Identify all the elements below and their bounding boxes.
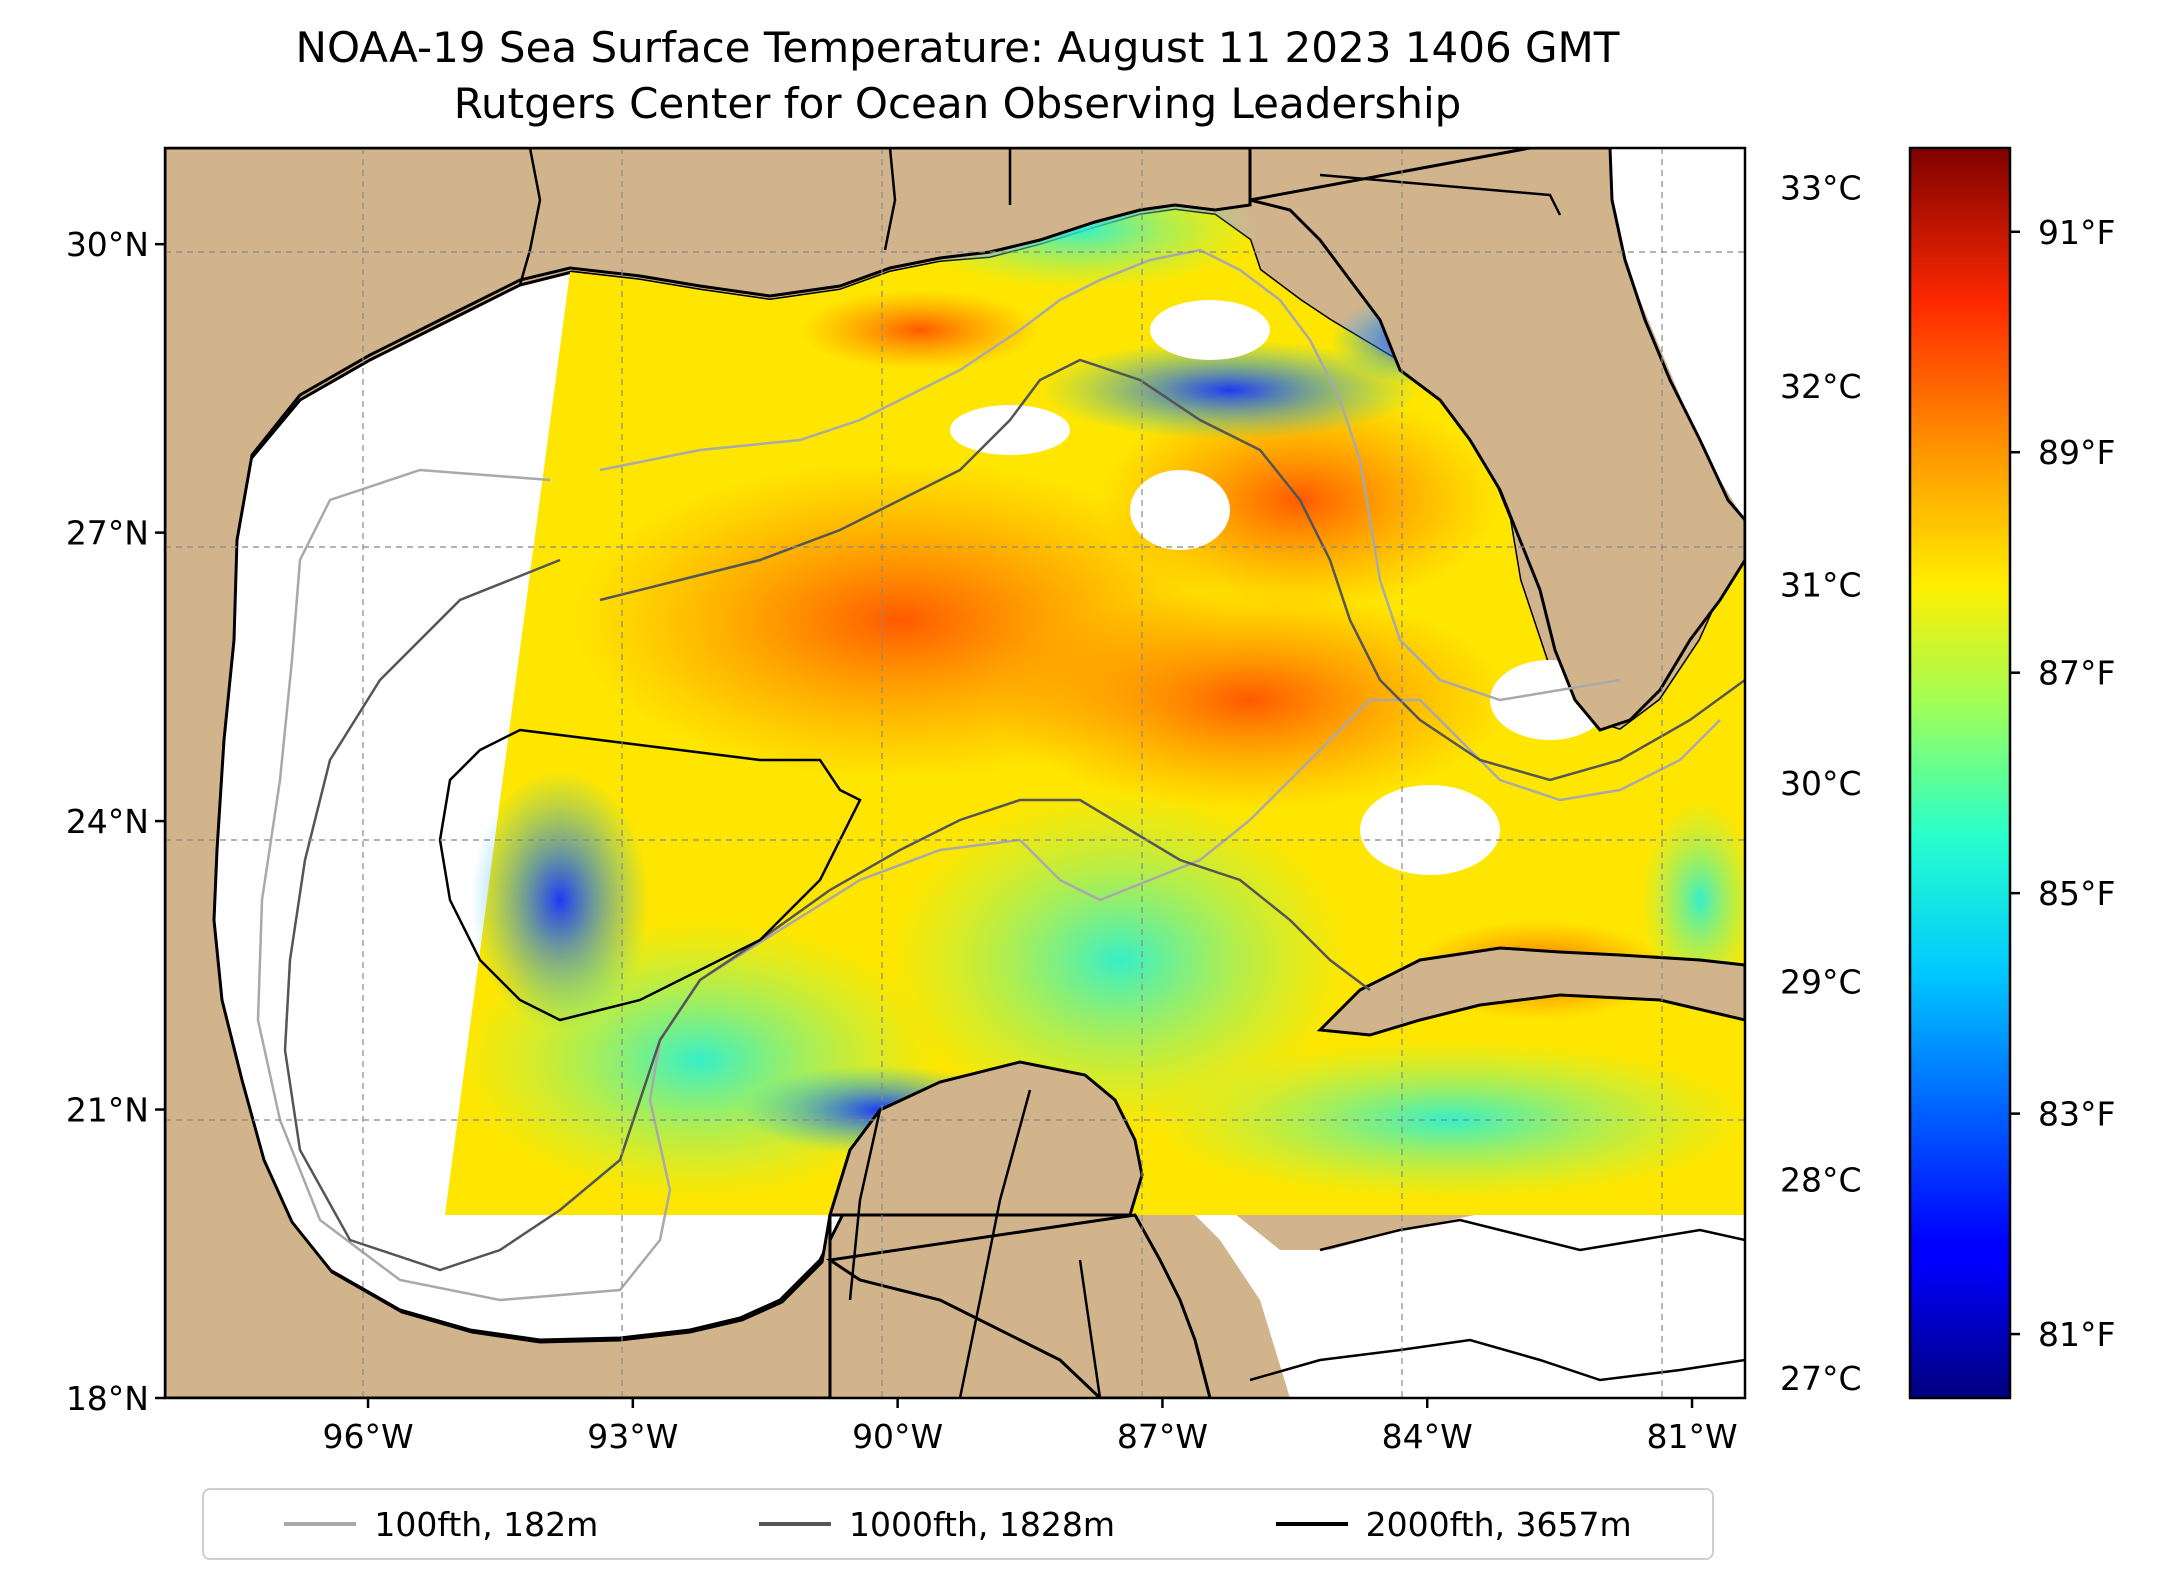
caribbean-water — [1140, 1180, 1745, 1398]
celsius-tick-label: 28°C — [1780, 1161, 1862, 1200]
fahrenheit-tick-label: 91°F — [2038, 213, 2115, 252]
lat-tick-label: 27°N — [66, 514, 149, 553]
cuba-land — [1316, 946, 1745, 1037]
central-america-land — [825, 1213, 1212, 1398]
celsius-tick-label: 33°C — [1780, 169, 1862, 208]
fahrenheit-tick-label: 87°F — [2038, 654, 2115, 693]
lat-tick-label: 24°N — [66, 802, 149, 841]
map-subtitle: Rutgers Center for Ocean Observing Leade… — [453, 79, 1462, 128]
fahrenheit-tick-label: 89°F — [2038, 433, 2115, 472]
lon-tick-label: 90°W — [852, 1417, 943, 1456]
yucatan-land — [827, 1060, 1144, 1217]
lat-tick-label: 30°N — [66, 225, 149, 264]
legend-item-2000fth: 2000fth, 3657m — [1275, 1504, 1632, 1544]
isobath-100fth — [256, 248, 1721, 1302]
longitude-labels: 96°W 93°W 90°W 87°W 84°W 81°W — [322, 1398, 1738, 1456]
isobath-2000fth — [438, 728, 1745, 1382]
atlantic-water — [1610, 148, 1745, 520]
map-title: NOAA-19 Sea Surface Temperature: August … — [295, 23, 1620, 72]
fahrenheit-tick-label: 85°F — [2038, 874, 2115, 913]
lon-tick-label: 93°W — [587, 1417, 678, 1456]
legend-label-100fth: 100fth, 182m — [374, 1504, 599, 1544]
isobath-1000fth — [283, 358, 1745, 1272]
legend-label-1000fth: 1000fth, 1828m — [849, 1504, 1115, 1544]
celsius-tick-label: 30°C — [1780, 764, 1862, 803]
isobath-legend: 100fth, 182m 1000fth, 1828m 2000fth, 365… — [202, 1488, 1714, 1560]
legend-label-2000fth: 2000fth, 3657m — [1365, 1504, 1632, 1544]
legend-swatch-2000fth — [1275, 1522, 1348, 1526]
lon-tick-label: 96°W — [322, 1417, 413, 1456]
legend-item-100fth: 100fth, 182m — [284, 1505, 598, 1544]
celsius-tick-label: 32°C — [1780, 367, 1862, 406]
celsius-tick-label: 31°C — [1780, 566, 1862, 605]
legend-item-1000fth: 1000fth, 1828m — [759, 1505, 1115, 1544]
colorbar — [1908, 146, 2012, 1400]
lat-tick-label: 21°N — [66, 1091, 149, 1130]
fahrenheit-ticks: 91°F 89°F 87°F 85°F 83°F 81°F — [2010, 213, 2115, 1354]
lon-tick-label: 81°W — [1646, 1417, 1737, 1456]
legend-swatch-1000fth — [759, 1522, 831, 1526]
political-borders — [518, 148, 1562, 1398]
lon-tick-label: 87°W — [1117, 1417, 1208, 1456]
latitude-labels: 30°N 27°N 24°N 21°N 18°N — [66, 225, 165, 1418]
celsius-ticks: 33°C 32°C 31°C 30°C 29°C 28°C 27°C — [1780, 169, 1862, 1398]
lon-tick-label: 84°W — [1382, 1417, 1473, 1456]
celsius-tick-label: 29°C — [1780, 962, 1862, 1001]
legend-swatch-100fth — [284, 1522, 357, 1526]
fahrenheit-tick-label: 83°F — [2038, 1095, 2115, 1134]
lat-tick-label: 18°N — [66, 1379, 149, 1418]
celsius-tick-label: 27°C — [1780, 1359, 1862, 1398]
coast-strip-land — [165, 148, 1252, 1398]
fahrenheit-tick-label: 81°F — [2038, 1315, 2115, 1354]
map-frame — [163, 146, 1747, 1400]
map-canvas — [165, 148, 1745, 1398]
